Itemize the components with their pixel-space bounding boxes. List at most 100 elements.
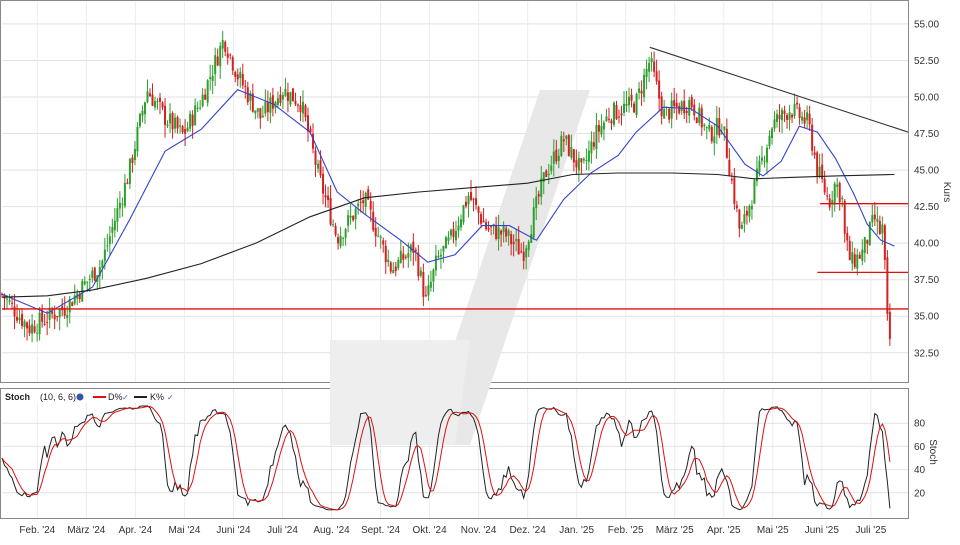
price-axis-labels: 55.00 52.50 50.00 47.50 45.00 42.50 40.00 37.50… [914, 19, 939, 359]
candle-body [136, 126, 139, 152]
stochastic-lines [1, 405, 891, 511]
settings-icon[interactable] [76, 393, 84, 401]
candle-body [399, 250, 402, 263]
candle-body [873, 214, 876, 220]
candle-body [555, 149, 558, 162]
candle-body [46, 322, 49, 324]
candle-body [434, 255, 437, 271]
candle-body [151, 94, 154, 106]
candle-body [98, 267, 101, 277]
candle-body [41, 310, 44, 322]
candle-body [329, 198, 332, 225]
candle-body [379, 236, 382, 239]
candle-body [339, 235, 342, 247]
candle-body [547, 173, 550, 175]
candle-body [853, 254, 856, 268]
candle-body [828, 198, 831, 208]
price-tick-label: 47.50 [914, 129, 939, 140]
candle-body [377, 235, 380, 237]
watermark-logo [330, 90, 590, 445]
candle-body [186, 127, 189, 132]
candle-body [251, 93, 254, 112]
candle-body [781, 109, 784, 121]
candle-body [281, 95, 284, 100]
d-legend-label: D% [108, 392, 123, 402]
candle-body [577, 158, 580, 171]
candle-body [189, 113, 192, 129]
candle-body [472, 198, 475, 200]
k-legend-label: K% [150, 392, 164, 402]
candle-body [690, 97, 693, 108]
candle-body [582, 158, 585, 161]
candle-body [866, 240, 869, 244]
candle-body [612, 102, 615, 125]
candle-body [796, 102, 799, 105]
candle-body [357, 203, 360, 207]
candle-body [108, 236, 111, 245]
d-check-icon[interactable]: ✓ [122, 393, 129, 402]
candle-body [570, 146, 573, 158]
candle-body [758, 160, 761, 173]
candle-body [876, 218, 879, 222]
candle-body [630, 94, 633, 101]
price-tick-label: 42.50 [914, 202, 939, 213]
candle-body [121, 203, 124, 205]
candle-body [768, 135, 771, 147]
candle-body [801, 116, 804, 121]
candle-body [635, 93, 638, 116]
candle-body [886, 257, 889, 314]
candle-body [537, 193, 540, 197]
price-tick-label: 50.00 [914, 93, 939, 104]
k-check-icon[interactable]: ✓ [167, 393, 174, 402]
candle-body [778, 114, 781, 120]
candle-body [575, 160, 578, 168]
candle-body [490, 226, 493, 228]
candle-body [231, 57, 234, 71]
candle-body [808, 113, 811, 125]
time-tick-label: Feb. '24 [19, 525, 55, 536]
candle-body [221, 39, 224, 49]
candle-body [658, 80, 661, 99]
candle-body [113, 220, 116, 231]
price-tick-label: 32.50 [914, 348, 939, 359]
candle-body [106, 245, 109, 247]
candle-body [317, 163, 320, 169]
candle-body [111, 227, 114, 233]
candle-body [495, 225, 498, 239]
candle-body [467, 195, 470, 205]
candle-body [803, 117, 806, 124]
candle-body [372, 211, 375, 231]
candle-body [314, 150, 317, 165]
candle-body [806, 112, 809, 121]
candle-body [688, 100, 691, 116]
candle-body [256, 108, 259, 112]
candle-body [88, 278, 91, 280]
time-tick-label: Mai '24 [168, 525, 200, 536]
candle-body [164, 105, 167, 125]
candle-body [545, 170, 548, 177]
time-tick-label: Okt. '24 [413, 525, 448, 536]
candle-body [362, 200, 365, 204]
candle-body [389, 262, 392, 272]
candle-body [38, 312, 41, 334]
candle-body [286, 92, 289, 101]
candle-body [843, 200, 846, 234]
candle-body [442, 246, 445, 252]
candle-body [138, 113, 141, 127]
time-tick-label: Mai '25 [757, 525, 789, 536]
candle-body [392, 269, 395, 274]
candle-body [580, 158, 583, 163]
time-tick-label: Aug. '24 [313, 525, 350, 536]
candle-body [783, 110, 786, 114]
candle-body [500, 230, 503, 235]
candle-body [705, 127, 708, 129]
candle-body [670, 100, 673, 119]
candle-body [334, 226, 337, 235]
candle-body [765, 147, 768, 163]
price-tick-label: 45.00 [914, 166, 939, 177]
candle-body [424, 295, 427, 297]
candle-body [116, 208, 119, 222]
candle-body [821, 164, 824, 180]
candle-body [239, 72, 242, 79]
